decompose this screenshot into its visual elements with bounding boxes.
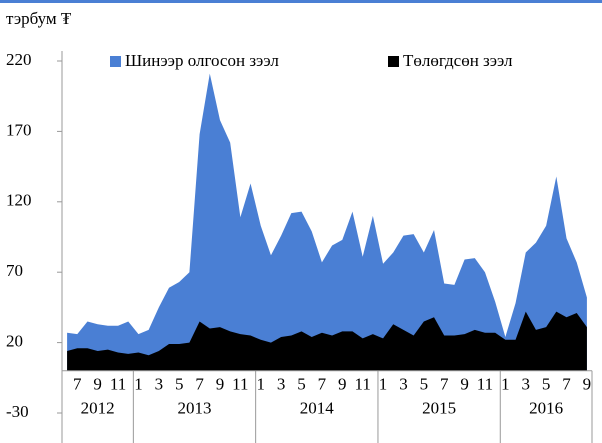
x-tick-label: 1 xyxy=(379,375,388,394)
x-tick-label: 9 xyxy=(583,375,592,394)
x-tick-label: 9 xyxy=(460,375,469,394)
x-tick-label: 3 xyxy=(155,375,164,394)
y-axis-label: тэрбум ₮ xyxy=(6,9,72,28)
x-group-label: 2012 xyxy=(81,399,115,418)
legend-swatch xyxy=(388,56,399,67)
x-tick-label: 3 xyxy=(277,375,286,394)
x-tick-label: 9 xyxy=(93,375,102,394)
x-tick-label: 11 xyxy=(477,375,493,394)
x-tick-label: 11 xyxy=(354,375,370,394)
x-tick-label: 7 xyxy=(73,375,82,394)
legend-label: Төлөгдсөн зээл xyxy=(403,51,513,70)
x-tick-label: 7 xyxy=(562,375,571,394)
y-tick-label: 220 xyxy=(6,50,32,69)
legend-swatch xyxy=(110,56,121,67)
x-tick-label: 3 xyxy=(522,375,531,394)
y-tick-label: 70 xyxy=(6,261,23,280)
x-group-label: 2016 xyxy=(529,399,563,418)
x-tick-label: 11 xyxy=(110,375,126,394)
x-tick-label: 5 xyxy=(175,375,184,394)
x-group-label: 2013 xyxy=(178,399,212,418)
y-tick-label: -30 xyxy=(6,402,29,421)
x-tick-label: 5 xyxy=(542,375,551,394)
x-tick-label: 3 xyxy=(399,375,408,394)
top-border xyxy=(0,0,602,3)
y-tick-label: 170 xyxy=(6,120,32,139)
x-tick-label: 11 xyxy=(232,375,248,394)
x-tick-label: 7 xyxy=(440,375,449,394)
x-tick-label: 9 xyxy=(216,375,225,394)
y-tick-label: 20 xyxy=(6,332,23,351)
x-tick-label: 7 xyxy=(195,375,204,394)
legend-label: Шинээр олгосон зээл xyxy=(125,51,279,70)
area xyxy=(67,73,587,371)
x-group-label: 2014 xyxy=(300,399,335,418)
x-tick-label: 1 xyxy=(257,375,266,394)
x-tick-label: 9 xyxy=(338,375,347,394)
area xyxy=(67,311,587,371)
y-tick-label: 120 xyxy=(6,191,32,210)
x-tick-label: 1 xyxy=(134,375,143,394)
x-tick-label: 1 xyxy=(501,375,510,394)
x-tick-label: 7 xyxy=(318,375,327,394)
x-group-label: 2015 xyxy=(422,399,456,418)
x-tick-label: 5 xyxy=(297,375,306,394)
x-tick-label: 5 xyxy=(420,375,429,394)
